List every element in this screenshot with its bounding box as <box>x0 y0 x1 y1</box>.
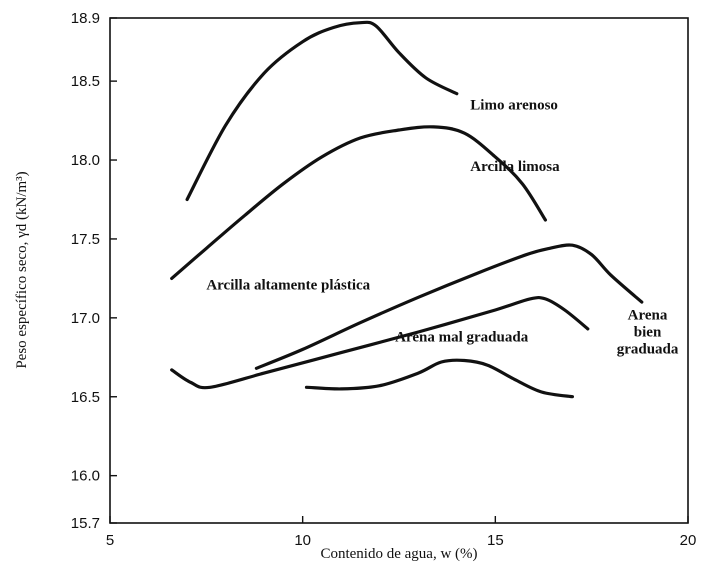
label-arena-bien-graduada: Arena bien graduada <box>617 307 679 357</box>
x-tick-label: 20 <box>680 532 697 549</box>
y-tick-label: 17.5 <box>71 231 100 248</box>
label-line: Arcilla limosa <box>470 159 560 175</box>
y-tick-labels: 15.7 16.0 16.5 17.0 17.5 18.0 18.5 18.9 <box>71 10 100 532</box>
y-axis-label: Peso específico seco, γd (kN/m³) <box>14 171 30 368</box>
x-tick-label: 15 <box>487 532 504 549</box>
label-limo-arenoso: Limo arenoso <box>470 98 558 114</box>
series-labels: Limo arenoso Arcilla limosa Arcilla altame… <box>206 98 679 358</box>
curve-arcilla-altamente-plastica <box>254 243 644 370</box>
curve-arena-bien-graduada <box>170 295 590 390</box>
label-line: Arcilla altamente plástica <box>206 277 370 293</box>
y-tick-label: 18.0 <box>71 152 100 169</box>
x-tick-label: 10 <box>294 532 311 549</box>
label-line: Arena mal graduada <box>395 330 529 346</box>
y-tick-label: 18.9 <box>71 10 100 27</box>
label-line: bien <box>634 324 662 340</box>
plot-frame <box>109 17 689 524</box>
y-tick-label: 15.7 <box>71 515 100 532</box>
label-arcilla-limosa: Arcilla limosa <box>470 159 560 175</box>
x-tick-labels: 5 10 15 20 <box>106 532 697 549</box>
y-tick-label: 16.5 <box>71 389 100 406</box>
y-tick-label: 16.0 <box>71 468 100 485</box>
x-tick-label: 5 <box>106 532 114 549</box>
curve-limo-arenoso <box>185 20 459 202</box>
y-tick-label: 17.0 <box>71 310 100 327</box>
y-tick-label: 18.5 <box>71 73 100 90</box>
label-line: Arena <box>628 307 668 323</box>
label-line: Limo arenoso <box>470 98 558 114</box>
curves <box>170 20 644 399</box>
label-arcilla-altamente-plastica: Arcilla altamente plástica <box>206 277 370 293</box>
label-line: graduada <box>617 341 679 357</box>
curve-arcilla-limosa <box>170 125 547 280</box>
axis-ticks <box>109 17 689 524</box>
x-axis-label: Contenido de agua, w (%) <box>320 546 477 562</box>
label-arena-mal-graduada: Arena mal graduada <box>395 330 529 346</box>
curve-arena-mal-graduada <box>304 358 574 399</box>
